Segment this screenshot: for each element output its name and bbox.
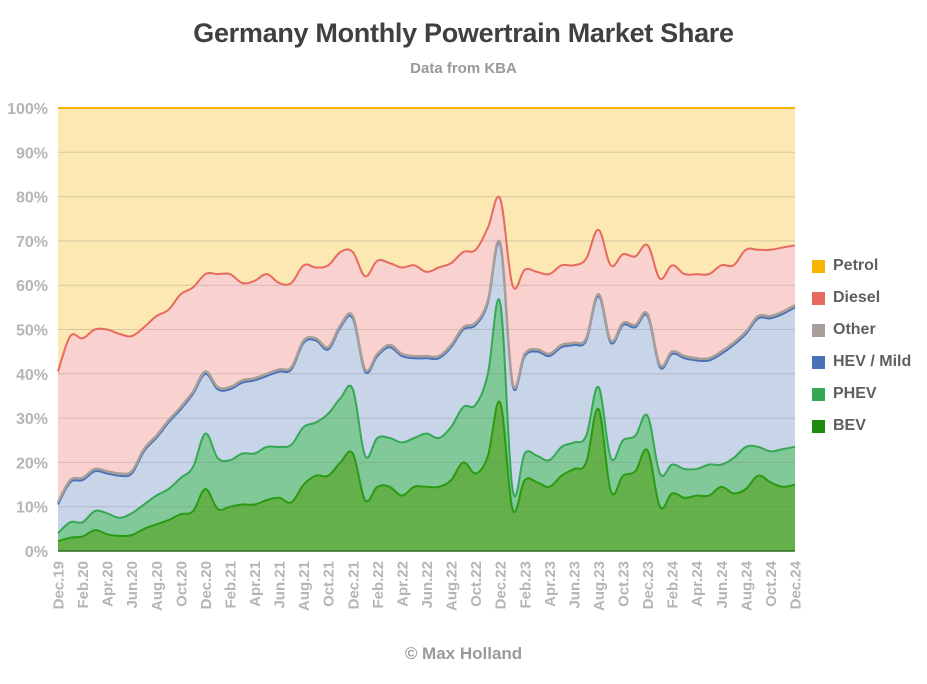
x-tick-label: Apr.24 — [689, 560, 706, 607]
legend-swatch — [812, 387, 825, 401]
x-tick-label: Feb.21 — [222, 561, 239, 609]
legend-swatch — [812, 291, 825, 305]
legend-item-hev-mild[interactable]: HEV / Mild — [812, 346, 911, 378]
legend-item-bev[interactable]: BEV — [812, 410, 911, 442]
y-tick-label: 70% — [16, 234, 48, 251]
x-tick-label: Jun.24 — [714, 560, 731, 608]
legend-swatch — [812, 355, 825, 369]
line-bev — [57, 400, 796, 543]
y-tick-label: 30% — [16, 411, 48, 428]
legend-item-phev[interactable]: PHEV — [812, 378, 911, 410]
area-layers — [58, 108, 795, 551]
chart-title: Germany Monthly Powertrain Market Share — [193, 18, 734, 48]
line-phev — [57, 298, 796, 535]
legend-swatch — [812, 323, 825, 337]
x-tick-label: Aug.24 — [738, 560, 755, 611]
x-tick-label: Apr.21 — [247, 561, 264, 607]
y-tick-label: 0% — [25, 544, 48, 561]
y-tick-label: 40% — [16, 367, 48, 384]
legend-label: Diesel — [833, 289, 881, 306]
legend: Petrol Diesel Other HEV / Mild PHEV BEV — [812, 250, 911, 442]
y-tick-label: 20% — [16, 455, 48, 472]
legend-label: BEV — [833, 417, 866, 434]
x-tick-label: Feb.23 — [517, 561, 534, 609]
x-tick-label: Dec.19 — [51, 561, 68, 609]
legend-item-petrol[interactable]: Petrol — [812, 250, 911, 282]
x-tick-label: Jun.23 — [566, 561, 583, 609]
legend-swatch — [812, 419, 825, 433]
x-tick-label: Aug.21 — [296, 561, 313, 611]
y-tick-label: 50% — [16, 323, 48, 340]
x-axis-ticks: Dec.19 Feb.20 Apr.20 Jun.20 Aug.20 Oct.20 Dec.… — [51, 560, 805, 611]
line-other — [56, 239, 796, 503]
x-tick-label: Aug.23 — [591, 561, 608, 611]
x-tick-label: Dec.20 — [198, 561, 215, 609]
x-tick-label: Feb.24 — [665, 560, 682, 608]
series-lines — [56, 106, 796, 543]
x-tick-label: Oct.20 — [173, 561, 190, 607]
y-tick-label: 10% — [16, 500, 48, 517]
x-tick-label: Aug.22 — [444, 561, 461, 611]
x-tick-label: Apr.22 — [394, 561, 411, 607]
legend-label: Other — [833, 321, 876, 338]
chart-subtitle: Data from KBA — [410, 60, 517, 77]
x-tick-label: Feb.20 — [75, 561, 92, 609]
x-tick-label: Dec.21 — [345, 561, 362, 609]
x-tick-label: Jun.22 — [419, 561, 436, 609]
area-bev — [58, 401, 795, 551]
x-tick-label: Apr.20 — [100, 561, 117, 607]
y-tick-label: 80% — [16, 190, 48, 207]
x-tick-label: Oct.22 — [468, 561, 485, 607]
x-tick-label: Jun.20 — [124, 561, 141, 609]
x-tick-label: Dec.24 — [788, 560, 805, 609]
credit: © Max Holland — [404, 644, 523, 663]
y-tick-label: 60% — [16, 278, 48, 295]
x-tick-label: Aug.20 — [149, 561, 166, 611]
legend-label: HEV / Mild — [833, 353, 912, 370]
gridlines — [58, 151, 795, 508]
legend-label: PHEV — [833, 385, 877, 402]
line-diesel — [57, 195, 796, 372]
x-tick-label: Oct.24 — [763, 560, 780, 607]
y-tick-label: 90% — [16, 145, 48, 162]
x-tick-label: Oct.21 — [321, 561, 338, 607]
x-tick-label: Dec.22 — [493, 561, 510, 609]
x-tick-label: Oct.23 — [616, 561, 633, 607]
line-hev-mild — [57, 241, 796, 505]
legend-label: Petrol — [833, 257, 879, 274]
x-tick-label: Dec.23 — [640, 561, 657, 609]
x-tick-label: Apr.23 — [542, 561, 559, 607]
x-tick-label: Jun.21 — [272, 561, 289, 609]
legend-item-diesel[interactable]: Diesel — [812, 282, 911, 314]
legend-item-other[interactable]: Other — [812, 314, 911, 346]
legend-swatch — [812, 259, 825, 273]
y-axis-ticks: 0% 10% 20% 30% 40% 50% 60% 70% 80% 90% 100% — [7, 101, 48, 561]
x-tick-label: Feb.22 — [370, 561, 387, 609]
y-tick-label: 100% — [7, 101, 48, 118]
